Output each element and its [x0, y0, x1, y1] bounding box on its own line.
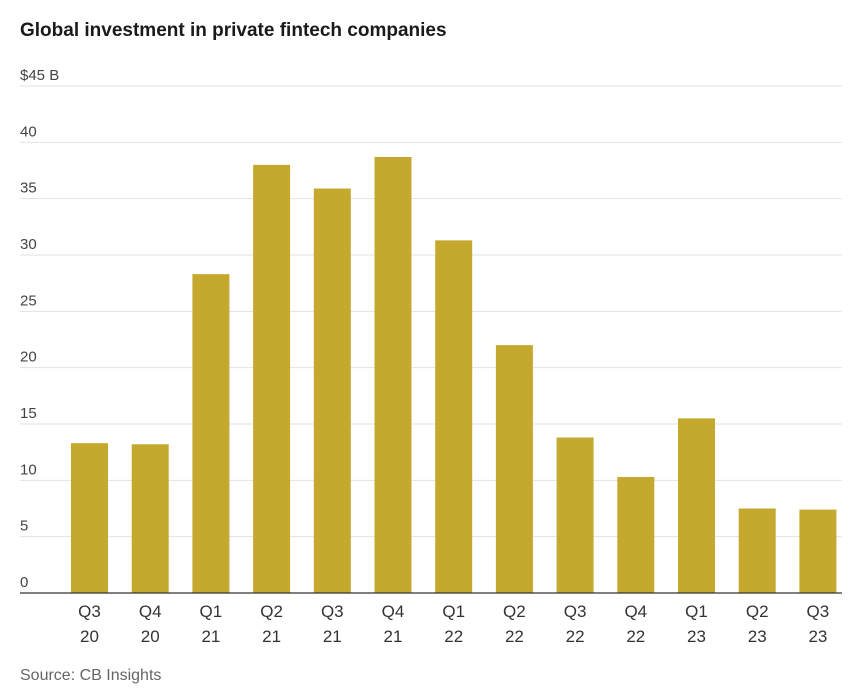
bar	[131, 444, 169, 593]
x-tick-label: 21	[323, 627, 342, 646]
y-tick-label: 30	[20, 236, 37, 253]
y-tick-label: 40	[20, 123, 37, 140]
y-axis-tick-labels: 0 5 10 15 20 25 30 35 40 $45 B	[20, 67, 59, 591]
bar	[799, 509, 837, 593]
x-tick-label: 23	[808, 627, 827, 646]
bars	[71, 156, 837, 594]
source-note: Source: CB Insights	[20, 667, 162, 684]
chart-title: Global investment in private fintech com…	[20, 20, 447, 41]
y-tick-label: 20	[20, 349, 37, 366]
y-tick-label: 15	[20, 405, 37, 422]
y-tick-label: 25	[20, 292, 37, 309]
x-tick-label: 20	[141, 627, 160, 646]
y-tick-label: 35	[20, 180, 37, 197]
bar	[374, 156, 412, 594]
x-axis-tick-labels: Q3 20 Q4 20 Q1 21 Q2 21 Q3 21 Q4 21 Q1 22 Q2 22 Q3 22 Q4 22…	[78, 602, 829, 646]
bar	[617, 476, 655, 593]
x-tick-label: 22	[444, 627, 463, 646]
x-tick-label: 21	[201, 627, 220, 646]
x-tick-label: 21	[262, 627, 281, 646]
x-tick-label: Q1	[685, 602, 708, 621]
bar	[738, 508, 776, 593]
x-tick-label: Q3	[807, 602, 830, 621]
x-tick-label: Q2	[260, 602, 283, 621]
y-tick-label: 10	[20, 461, 37, 478]
x-tick-label: Q3	[321, 602, 344, 621]
y-tick-label: 5	[20, 518, 28, 535]
y-tick-label: 0	[20, 574, 28, 591]
bar	[495, 345, 533, 593]
bar	[192, 274, 230, 593]
x-tick-label: Q4	[624, 602, 647, 621]
x-tick-label: 20	[80, 627, 99, 646]
x-tick-label: 23	[687, 627, 706, 646]
x-tick-label: 22	[505, 627, 524, 646]
x-tick-label: Q1	[442, 602, 465, 621]
x-tick-label: Q2	[503, 602, 526, 621]
x-tick-label: Q4	[382, 602, 405, 621]
x-tick-label: 22	[566, 627, 585, 646]
bar	[253, 164, 291, 593]
bar	[71, 443, 108, 593]
bar	[435, 240, 473, 593]
x-tick-label: Q2	[746, 602, 769, 621]
x-tick-label: Q3	[564, 602, 587, 621]
x-tick-label: 21	[384, 627, 403, 646]
x-tick-label: 23	[748, 627, 767, 646]
x-tick-label: Q4	[139, 602, 162, 621]
bar	[313, 188, 351, 593]
x-tick-label: Q1	[200, 602, 223, 621]
x-tick-label: 22	[626, 627, 645, 646]
bar	[556, 437, 594, 593]
bar	[678, 418, 715, 593]
y-tick-label: $45 B	[20, 67, 59, 84]
x-tick-label: Q3	[78, 602, 101, 621]
